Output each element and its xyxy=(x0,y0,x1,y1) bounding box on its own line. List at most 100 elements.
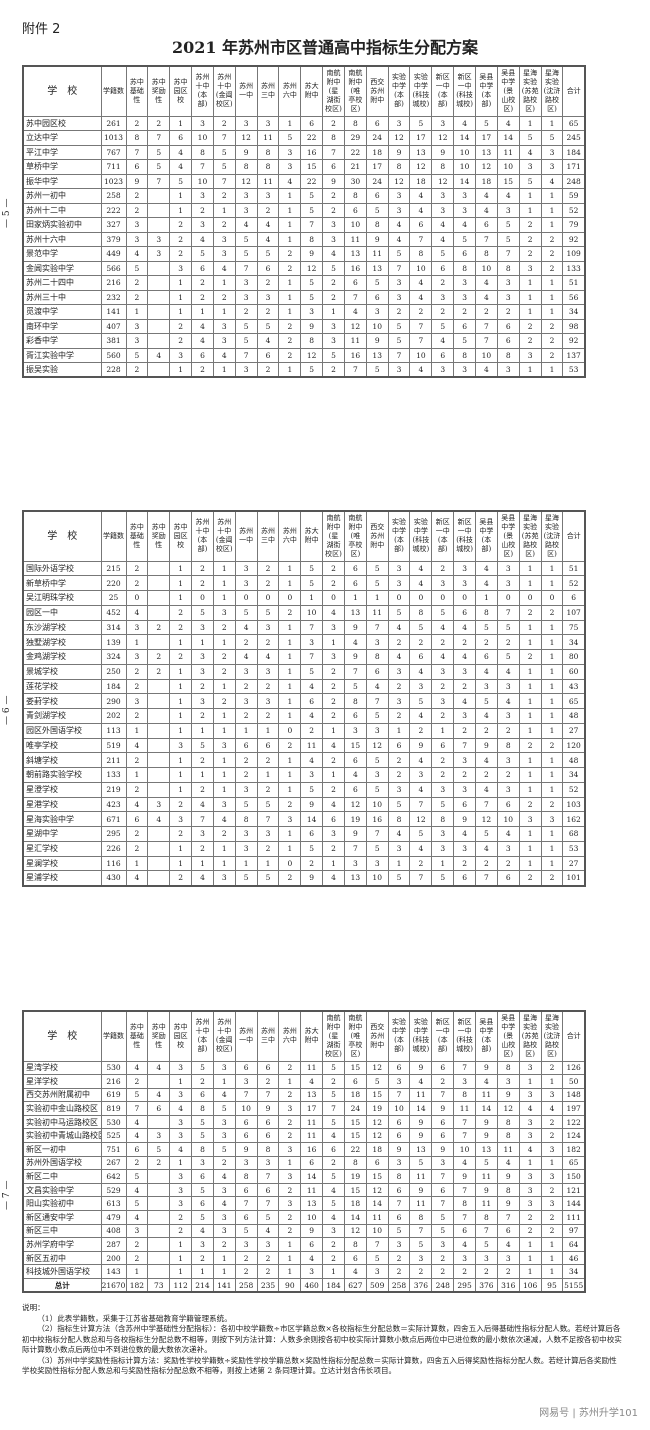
cell-value: 9 xyxy=(409,1128,433,1144)
cell-value: 2 xyxy=(169,1210,193,1225)
cell-value: 3 xyxy=(256,663,280,680)
cell-value: 3 xyxy=(518,1196,542,1212)
column-header: 苏州 三中 xyxy=(256,510,280,562)
cell-value: 1 xyxy=(169,1264,193,1279)
cell-value: 4 xyxy=(453,217,476,233)
cell-value: 216 xyxy=(100,1074,127,1089)
column-header: 苏大 附中 xyxy=(300,65,324,117)
cell-value: 6 xyxy=(343,781,367,798)
cell-value: 3 xyxy=(496,560,520,577)
cell-value: 2 xyxy=(147,649,171,665)
cell-value: 7 xyxy=(191,811,214,827)
cell-value: 48 xyxy=(562,708,586,724)
cell-value: 9 xyxy=(256,1101,280,1116)
cell-value: 1 xyxy=(169,202,193,218)
cell-value: 1 xyxy=(518,560,542,577)
cell-value: 1 xyxy=(212,304,236,320)
cell-value: 5 xyxy=(256,1210,280,1225)
cell-value: 4 xyxy=(431,333,455,349)
cell-value: 60 xyxy=(562,663,586,680)
cell-value: 1 xyxy=(540,275,564,291)
cell-value: 8 xyxy=(409,604,433,621)
cell-value: 3 xyxy=(191,649,214,665)
column-header: 苏州 十中 (金阊 校区) xyxy=(212,510,236,562)
cell-value: 1 xyxy=(518,840,542,857)
table-row: 苏州二十四中 216 2 1 2 1 3 2 1 5 2 6 5 3 4 2 3 4 3 1 1 51 xyxy=(22,275,586,291)
cell-value: 215 xyxy=(100,560,127,577)
cell-value xyxy=(147,275,171,291)
cell-value: 8 xyxy=(234,1169,258,1184)
cell-value: 16 xyxy=(343,260,367,276)
cell-value: 4 xyxy=(343,634,367,650)
cell-value: 1 xyxy=(540,619,564,636)
cell-value: 1 xyxy=(212,781,236,798)
cell-value: 7 xyxy=(453,1060,476,1076)
cell-value: 5 xyxy=(518,173,542,189)
table-row: 景范中学 449 4 3 2 5 3 5 5 2 9 4 13 11 5 8 5 6 8 7 2 2 109 xyxy=(22,246,586,262)
cell-value: 2 xyxy=(322,678,345,695)
cell-value: 2 xyxy=(212,649,236,665)
table-row: 立达中学 1013 8 7 6 10 7 12 11 5 22 8 29 24 12 17 12 14 17 14 5 5… xyxy=(22,130,586,146)
cell-value: 27 xyxy=(562,855,586,872)
cell-value: 9 xyxy=(409,737,433,754)
cell-value: 10 xyxy=(365,796,389,813)
cell-value: 7 xyxy=(496,246,520,262)
cell-value: 1 xyxy=(234,855,258,872)
cell-value: 12 xyxy=(365,737,389,754)
cell-value: 12 xyxy=(475,811,498,827)
cell-value: 295 xyxy=(453,1278,476,1293)
cell-value: 407 xyxy=(100,318,127,334)
cell-value: 5 xyxy=(234,318,258,334)
cell-value: 0 xyxy=(431,590,455,606)
cell-value: 1 xyxy=(518,275,542,291)
school-name: 星澜学校 xyxy=(22,855,102,872)
column-header: 实验 中学 (本 部) xyxy=(387,510,411,562)
cell-value: 1 xyxy=(540,781,564,798)
cell-value: 15 xyxy=(365,1169,389,1184)
cell-value xyxy=(147,362,171,378)
cell-value: 3 xyxy=(365,722,389,739)
school-name: 新区通安中学 xyxy=(22,1210,102,1225)
cell-value: 171 xyxy=(562,159,586,175)
cell-value: 2 xyxy=(256,634,280,650)
cell-value: 8 xyxy=(125,130,149,146)
cell-value: 767 xyxy=(100,144,127,160)
cell-value: 3 xyxy=(234,1155,258,1171)
cell-value: 1 xyxy=(169,634,193,650)
school-name: 实验初中青城山路校区 xyxy=(22,1128,102,1144)
cell-value: 6 xyxy=(234,1182,258,1198)
cell-value: 4 xyxy=(147,811,171,827)
cell-value: 8 xyxy=(365,649,389,665)
cell-value: 13 xyxy=(475,144,498,160)
cell-value: 29 xyxy=(343,130,367,146)
cell-value xyxy=(147,333,171,349)
cell-value: 2 xyxy=(169,318,193,334)
cell-value: 711 xyxy=(100,159,127,175)
cell-value: 2 xyxy=(518,246,542,262)
cell-value: 5 xyxy=(300,840,324,857)
cell-value: 4 xyxy=(191,333,214,349)
cell-value: 9 xyxy=(453,1169,476,1184)
cell-value: 3 xyxy=(453,1250,476,1266)
cell-value: 1 xyxy=(518,1237,542,1252)
cell-value: 6 xyxy=(431,1182,455,1198)
cell-value xyxy=(147,202,171,218)
column-header: 苏中 奖励 性 xyxy=(147,65,171,117)
cell-value: 1 xyxy=(191,1264,214,1279)
school-name: 莲花学校 xyxy=(22,678,102,695)
table-row: 星港学校 423 4 3 2 4 3 5 5 2 9 4 12 10 5 7 5 6 7 6 2 2 103 xyxy=(22,796,586,813)
cell-value: 17 xyxy=(365,159,389,175)
cell-value: 139 xyxy=(100,634,127,650)
cell-value: 103 xyxy=(562,796,586,813)
school-name: 星汇学校 xyxy=(22,840,102,857)
cell-value: 7 xyxy=(256,811,280,827)
cell-value: 6 xyxy=(453,796,476,813)
cell-value: 4 xyxy=(409,1074,433,1089)
cell-value: 4 xyxy=(322,870,345,886)
cell-value: 19 xyxy=(365,1101,389,1116)
cell-value: 1 xyxy=(278,649,302,665)
cell-value: 519 xyxy=(100,737,127,754)
cell-value: 3 xyxy=(431,840,455,857)
school-name: 新草桥中学 xyxy=(22,575,102,591)
cell-value: 13 xyxy=(300,1087,324,1103)
